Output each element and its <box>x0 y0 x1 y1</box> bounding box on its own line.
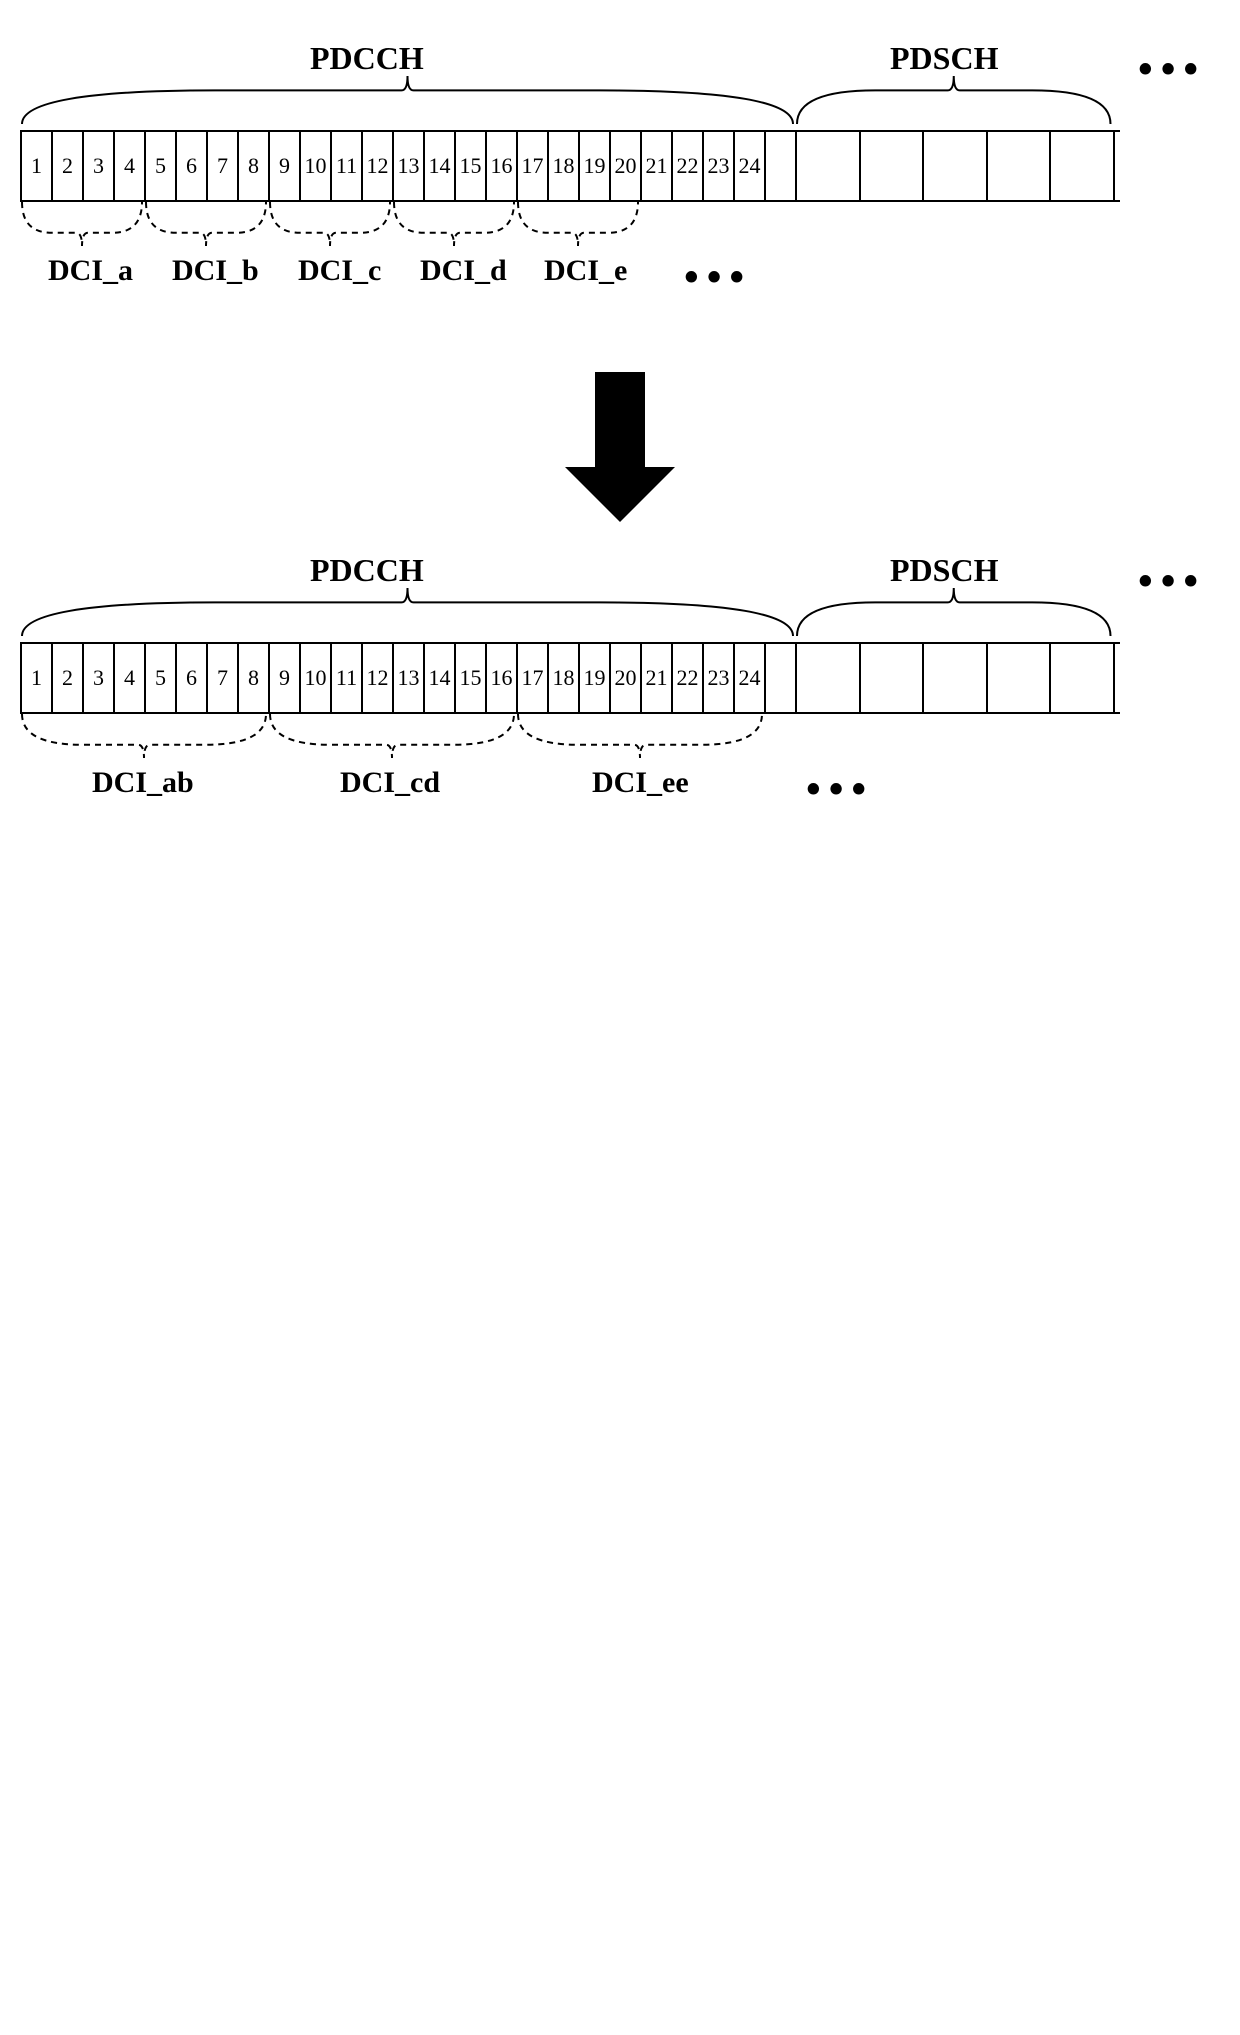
cce-cell: 18 <box>549 644 580 712</box>
dci-label: DCI_ab <box>92 766 194 800</box>
cce-cell: 22 <box>673 644 704 712</box>
cce-cell: 15 <box>456 644 487 712</box>
cce-cell: 8 <box>239 644 270 712</box>
pdcch-label: PDCCH <box>310 40 424 77</box>
pdsch-cell <box>924 132 988 200</box>
dci-label: DCI_b <box>172 254 259 288</box>
dci-braces-top <box>20 202 1120 250</box>
cce-grid-top: 123456789101112131415161718192021222324 <box>20 130 1120 202</box>
dci-label: DCI_ee <box>592 766 689 800</box>
cce-cell: 11 <box>332 644 363 712</box>
cce-cell: 14 <box>425 644 456 712</box>
cce-cell: 19 <box>580 644 611 712</box>
continuation-dots-icon: ••• <box>806 766 874 814</box>
pdsch-cell <box>1051 644 1115 712</box>
cce-cell: 17 <box>518 132 549 200</box>
pdcch-label: PDCCH <box>310 552 424 589</box>
pdsch-label: PDSCH <box>890 552 998 589</box>
top-channel-labels: PDCCH PDSCH ••• <box>20 40 1220 130</box>
dci-labels-bottom: DCI_ab DCI_cd DCI_ee ••• <box>20 714 1120 844</box>
cce-cell: 8 <box>239 132 270 200</box>
cce-cell: 6 <box>177 132 208 200</box>
cce-cell: 7 <box>208 644 239 712</box>
continuation-dots-icon: ••• <box>1138 46 1206 94</box>
down-arrow-icon <box>565 372 675 522</box>
cce-cell: 24 <box>735 644 766 712</box>
cce-cell: 4 <box>115 132 146 200</box>
dci-label: DCI_e <box>544 254 627 288</box>
cce-grid-bottom: 123456789101112131415161718192021222324 <box>20 642 1120 714</box>
cce-cell: 22 <box>673 132 704 200</box>
cce-cell: 24 <box>735 132 766 200</box>
cce-cell: 2 <box>53 644 84 712</box>
pdsch-cell <box>861 132 925 200</box>
cce-cell: 3 <box>84 132 115 200</box>
dci-label: DCI_d <box>420 254 507 288</box>
cce-cell: 10 <box>301 644 332 712</box>
pdsch-label: PDSCH <box>890 40 998 77</box>
cce-cell: 16 <box>487 132 518 200</box>
cce-cell: 13 <box>394 644 425 712</box>
cce-cell: 3 <box>84 644 115 712</box>
cce-cell: 20 <box>611 644 642 712</box>
dci-labels-top: DCI_a DCI_b DCI_c DCI_d DCI_e ••• <box>20 202 1120 332</box>
pdsch-cell <box>924 644 988 712</box>
cce-cell: 18 <box>549 132 580 200</box>
cce-cell: 12 <box>363 644 394 712</box>
pdsch-cell <box>797 132 861 200</box>
cce-cell: 15 <box>456 132 487 200</box>
pdsch-cell <box>797 644 861 712</box>
cce-cell: 11 <box>332 132 363 200</box>
pdsch-cell <box>861 644 925 712</box>
cce-cell: 5 <box>146 132 177 200</box>
cce-cell: 19 <box>580 132 611 200</box>
top-braces <box>20 76 1120 128</box>
cce-cell: 1 <box>22 644 53 712</box>
dci-label: DCI_cd <box>340 766 440 800</box>
top-braces-bottom <box>20 588 1120 640</box>
bottom-channel-labels: PDCCH PDSCH ••• <box>20 552 1220 642</box>
cce-cell: 9 <box>270 132 301 200</box>
cce-cell: 23 <box>704 132 735 200</box>
cce-cell-blank <box>766 644 797 712</box>
cce-cell: 6 <box>177 644 208 712</box>
cce-cell: 21 <box>642 644 673 712</box>
cce-cell: 17 <box>518 644 549 712</box>
cce-cell: 23 <box>704 644 735 712</box>
cce-cell: 21 <box>642 132 673 200</box>
cce-cell: 7 <box>208 132 239 200</box>
dci-braces-bottom <box>20 714 1120 762</box>
continuation-dots-icon: ••• <box>1138 558 1206 606</box>
cce-cell: 20 <box>611 132 642 200</box>
cce-cell: 12 <box>363 132 394 200</box>
pdsch-cell <box>1051 132 1115 200</box>
cce-cell: 1 <box>22 132 53 200</box>
cce-cell: 14 <box>425 132 456 200</box>
cce-cell: 5 <box>146 644 177 712</box>
cce-cell: 9 <box>270 644 301 712</box>
dci-label: DCI_c <box>298 254 381 288</box>
dci-label: DCI_a <box>48 254 133 288</box>
diagram-bottom: PDCCH PDSCH ••• 123456789101112131415161… <box>20 552 1220 844</box>
pdsch-cell <box>988 644 1052 712</box>
cce-cell-blank <box>766 132 797 200</box>
transform-arrow <box>20 372 1220 522</box>
cce-cell: 2 <box>53 132 84 200</box>
cce-cell: 4 <box>115 644 146 712</box>
cce-cell: 16 <box>487 644 518 712</box>
pdsch-cell <box>988 132 1052 200</box>
diagram-top: PDCCH PDSCH ••• 123456789101112131415161… <box>20 40 1220 332</box>
continuation-dots-icon: ••• <box>684 254 752 302</box>
cce-cell: 10 <box>301 132 332 200</box>
cce-cell: 13 <box>394 132 425 200</box>
